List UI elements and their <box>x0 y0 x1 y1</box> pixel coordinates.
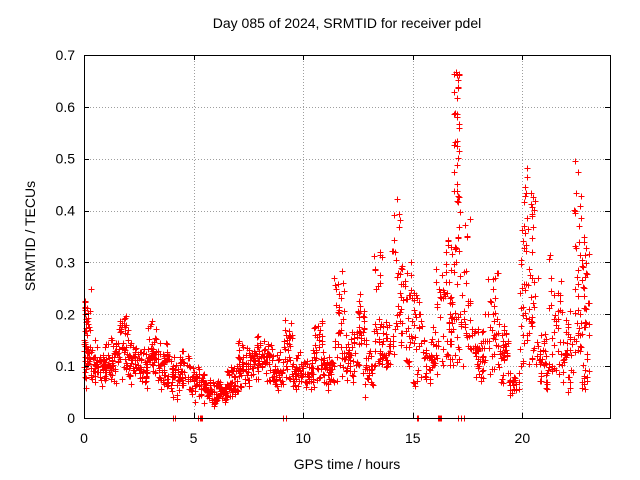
x-tick-label: 20 <box>515 430 531 446</box>
y-tick-label: 0.1 <box>56 358 76 374</box>
y-tick-label: 0 <box>67 410 75 426</box>
x-tick-label: 10 <box>295 430 311 446</box>
x-tick-label: 15 <box>405 430 421 446</box>
x-tick-label: 5 <box>190 430 198 446</box>
y-tick-label: 0.6 <box>56 99 76 115</box>
y-tick-label: 0.7 <box>56 47 76 63</box>
scatter-points <box>81 69 593 422</box>
y-tick-label: 0.3 <box>56 254 76 270</box>
y-axis-label: SRMTID / TECUs <box>22 180 38 292</box>
y-tick-label: 0.5 <box>56 151 76 167</box>
y-tick-label: 0.4 <box>56 203 76 219</box>
y-tick-label: 0.2 <box>56 306 76 322</box>
axis-frame <box>84 55 611 419</box>
x-axis-label: GPS time / hours <box>293 456 401 472</box>
chart-title: Day 085 of 2024, SRMTID for receiver pde… <box>212 15 482 31</box>
x-tick-label: 0 <box>80 430 88 446</box>
